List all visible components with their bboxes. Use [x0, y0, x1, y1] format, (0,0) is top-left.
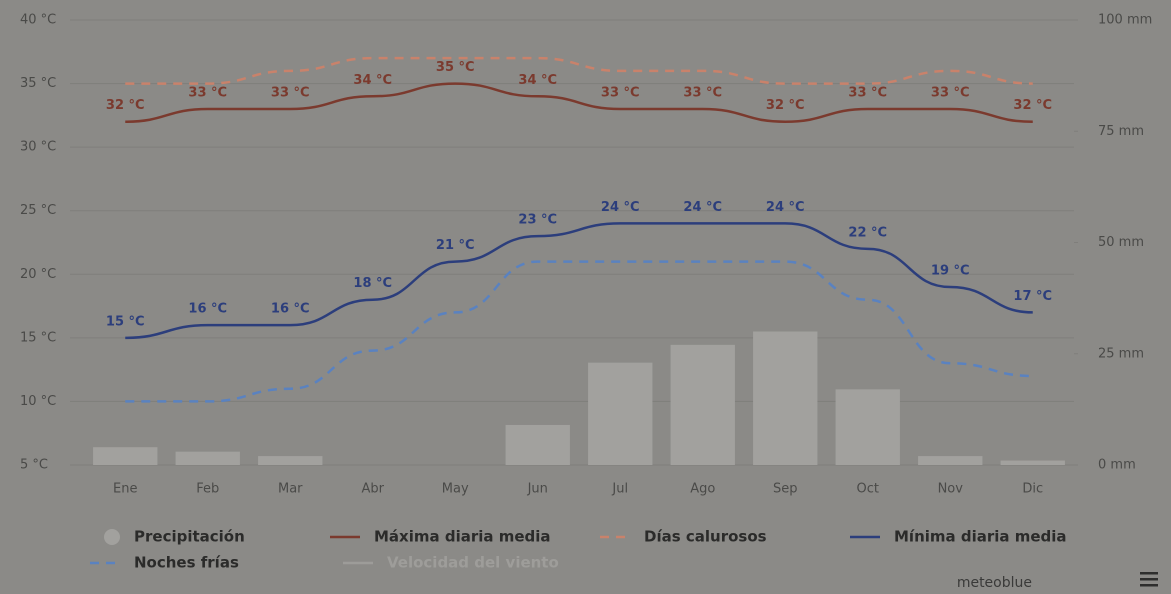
data-label: 32 °C — [106, 98, 145, 113]
bar — [175, 451, 240, 465]
legend-label: Mínima diaria media — [894, 528, 1067, 546]
data-label: 21 °C — [436, 238, 475, 253]
legend-label: Días calurosos — [644, 528, 767, 546]
data-label: 32 °C — [766, 98, 805, 113]
x-tick-label: Jul — [611, 482, 628, 497]
data-label: 24 °C — [766, 200, 805, 215]
data-label: 33 °C — [601, 86, 640, 101]
credit: meteoblue — [957, 575, 1032, 591]
data-label: 23 °C — [518, 213, 557, 228]
data-label: 32 °C — [1013, 98, 1052, 113]
y-tick-label: 15 °C — [20, 330, 56, 345]
bar — [505, 424, 570, 465]
y2-tick-label: 25 mm — [1098, 346, 1144, 361]
data-label: 24 °C — [683, 200, 722, 215]
y-tick-label: 40 °C — [20, 13, 56, 28]
data-label: 18 °C — [353, 276, 392, 291]
y2-tick-label: 75 mm — [1098, 124, 1144, 139]
data-label: 35 °C — [436, 60, 475, 75]
x-tick-label: Feb — [196, 482, 219, 497]
menu-icon[interactable] — [1140, 572, 1158, 587]
x-tick-label: Nov — [938, 482, 964, 497]
y2-tick-label: 50 mm — [1098, 235, 1144, 250]
legend-swatch — [104, 529, 120, 545]
x-tick-label: Oct — [857, 482, 879, 497]
bar — [258, 456, 323, 465]
data-label: 22 °C — [848, 225, 887, 240]
y2-tick-label: 0 mm — [1098, 458, 1136, 473]
bar — [835, 389, 900, 465]
data-label: 34 °C — [353, 73, 392, 88]
y-tick-label: 5 °C — [20, 458, 48, 473]
x-tick-label: Ago — [690, 482, 715, 497]
data-label: 33 °C — [683, 86, 722, 101]
data-label: 24 °C — [601, 200, 640, 215]
data-label: 19 °C — [931, 264, 970, 279]
y2-tick-label: 100 mm — [1098, 13, 1152, 28]
data-label: 17 °C — [1013, 289, 1052, 304]
line — [125, 56, 1033, 85]
line — [125, 82, 1033, 123]
x-tick-label: Sep — [773, 482, 798, 497]
legend-label: Velocidad del viento — [387, 554, 559, 572]
data-label: 33 °C — [271, 86, 310, 101]
y-tick-label: 25 °C — [20, 203, 56, 218]
bar — [918, 456, 983, 465]
data-label: 33 °C — [848, 86, 887, 101]
legend-label: Máxima diaria media — [374, 528, 551, 546]
data-label: 33 °C — [931, 86, 970, 101]
x-tick-label: Jun — [527, 482, 548, 497]
bar — [1000, 460, 1065, 465]
y-tick-label: 35 °C — [20, 76, 56, 91]
data-label: 16 °C — [188, 302, 227, 317]
x-tick-label: Ene — [113, 482, 137, 497]
data-label: 33 °C — [188, 86, 227, 101]
y-tick-label: 30 °C — [20, 140, 56, 155]
bar — [670, 344, 735, 465]
x-tick-label: Mar — [278, 482, 303, 497]
data-label: 34 °C — [518, 73, 557, 88]
x-tick-label: May — [442, 482, 469, 497]
bar — [753, 331, 818, 465]
line — [125, 222, 1033, 340]
bar — [588, 362, 653, 465]
y-tick-label: 10 °C — [20, 394, 56, 409]
line — [125, 260, 1033, 403]
bar — [93, 447, 158, 465]
x-tick-label: Dic — [1022, 482, 1043, 497]
legend-label: Noches frías — [134, 554, 239, 572]
y-tick-label: 20 °C — [20, 267, 56, 282]
legend-label: Precipitación — [134, 528, 245, 546]
data-label: 16 °C — [271, 302, 310, 317]
x-tick-label: Abr — [362, 482, 385, 497]
data-label: 15 °C — [106, 314, 145, 329]
